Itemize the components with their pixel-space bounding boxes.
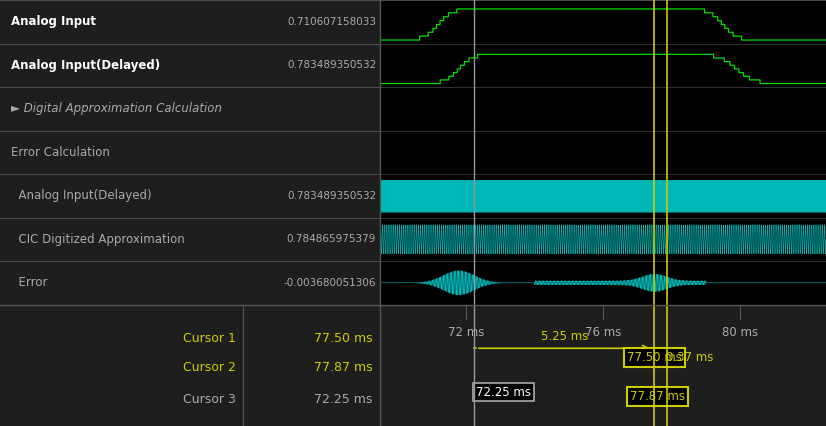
- Text: CIC Digitized Approximation: CIC Digitized Approximation: [12, 233, 185, 246]
- Text: 0.783489350532: 0.783489350532: [287, 191, 376, 201]
- Text: 77.50 ms: 77.50 ms: [314, 332, 373, 345]
- Text: 77.87 ms: 77.87 ms: [630, 389, 686, 403]
- Text: Analog Input(Delayed): Analog Input(Delayed): [12, 189, 152, 202]
- Text: 0.783489350532: 0.783489350532: [287, 60, 376, 70]
- Text: Error Calculation: Error Calculation: [12, 146, 111, 159]
- Text: 77.50 ms: 77.50 ms: [627, 351, 682, 364]
- Text: 0.710607158033: 0.710607158033: [287, 17, 376, 27]
- Text: Cursor 3: Cursor 3: [183, 393, 235, 406]
- Text: Analog Input(Delayed): Analog Input(Delayed): [12, 59, 160, 72]
- Text: Cursor 1: Cursor 1: [183, 332, 235, 345]
- Text: 77.87 ms: 77.87 ms: [314, 361, 373, 374]
- Text: ► Digital Approximation Calculation: ► Digital Approximation Calculation: [12, 102, 222, 115]
- Text: Cursor 2: Cursor 2: [183, 361, 235, 374]
- Text: 5.25 ms: 5.25 ms: [541, 331, 588, 343]
- Text: 72.25 ms: 72.25 ms: [314, 393, 373, 406]
- Text: 0.37 ms: 0.37 ms: [667, 351, 714, 364]
- Text: Analog Input: Analog Input: [12, 15, 97, 28]
- Text: 72.25 ms: 72.25 ms: [476, 386, 531, 398]
- Text: 0.784865975379: 0.784865975379: [287, 234, 376, 245]
- Text: -0.003680051306: -0.003680051306: [283, 278, 376, 288]
- Text: 80 ms: 80 ms: [722, 326, 758, 340]
- Text: Error: Error: [12, 276, 48, 289]
- Text: 72 ms: 72 ms: [448, 326, 484, 340]
- Text: 76 ms: 76 ms: [585, 326, 621, 340]
